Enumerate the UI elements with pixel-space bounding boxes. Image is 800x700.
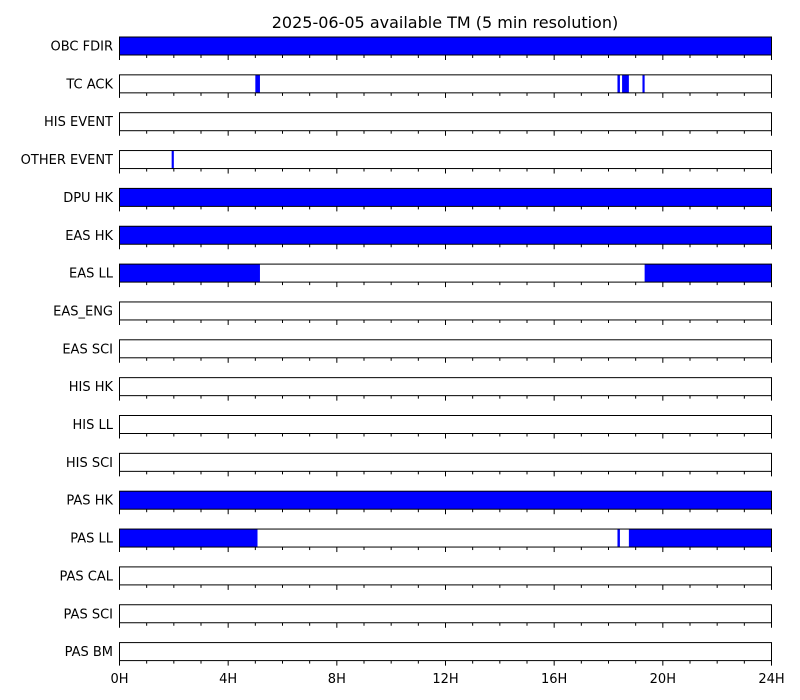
- row-frame: [119, 566, 772, 586]
- timeline-row: EAS HK: [65, 225, 772, 250]
- row-label: PAS HK: [66, 494, 113, 509]
- availability-interval: [255, 74, 260, 93]
- availability-interval: [119, 226, 772, 245]
- timeline-row: HIS LL: [73, 415, 772, 439]
- availability-interval: [644, 264, 772, 283]
- row-label: EAS LL: [69, 267, 114, 282]
- timeline-row: PAS SCI: [64, 604, 772, 628]
- x-tick-label: 4H: [219, 672, 237, 687]
- timeline-row: OBC FDIR: [51, 36, 772, 60]
- row-label: EAS SCI: [62, 342, 113, 357]
- row-frame: [119, 452, 772, 472]
- row-frame: [119, 74, 772, 94]
- row-label: HIS EVENT: [44, 115, 113, 130]
- row-frame: [119, 415, 772, 434]
- availability-interval: [617, 74, 620, 93]
- row-label: OBC FDIR: [51, 40, 114, 55]
- availability-interval: [119, 491, 772, 510]
- availability-interval: [171, 150, 174, 169]
- row-label: PAS LL: [70, 532, 114, 547]
- row-frame: [119, 642, 772, 662]
- row-frame: [119, 150, 772, 170]
- row-label: TC ACK: [65, 77, 113, 92]
- x-tick-label: 24H: [758, 672, 784, 687]
- timeline-row: DPU HK: [63, 187, 772, 212]
- row-label: HIS LL: [73, 418, 114, 433]
- row-label: EAS_ENG: [53, 304, 113, 319]
- timeline-row: HIS EVENT: [44, 112, 772, 136]
- availability-interval: [119, 188, 772, 207]
- timeline-row: EAS_ENG: [53, 301, 772, 325]
- availability-interval: [628, 529, 772, 548]
- row-frame: [119, 604, 772, 624]
- chart-title: 2025-06-05 available TM (5 min resolutio…: [272, 13, 618, 32]
- chart-rows: OBC FDIR TC ACK HIS EVENT OTHER EVENT DPU HK…: [21, 36, 772, 666]
- timeline-row: PAS BM: [65, 642, 772, 666]
- x-axis: 0H 4H 8H 12H 16H 20H 24H: [110, 672, 784, 687]
- x-tick-label: 12H: [432, 672, 458, 687]
- availability-interval: [642, 74, 645, 93]
- row-label: HIS SCI: [66, 456, 113, 471]
- timeline-row: OTHER EVENT: [21, 150, 772, 174]
- availability-interval: [119, 264, 260, 283]
- availability-interval: [617, 529, 620, 548]
- row-label: OTHER EVENT: [21, 153, 113, 168]
- timeline-row: PAS CAL: [60, 566, 772, 590]
- row-label: PAS SCI: [64, 607, 113, 622]
- x-tick-label: 8H: [328, 672, 346, 687]
- row-label: HIS HK: [69, 380, 114, 395]
- timeline-row: HIS SCI: [66, 452, 772, 477]
- row-frame: [119, 301, 772, 321]
- row-label: PAS BM: [65, 645, 113, 660]
- x-tick-label: 0H: [110, 672, 128, 687]
- row-frame: [119, 377, 772, 397]
- row-label: DPU HK: [63, 191, 113, 206]
- row-frame: [119, 112, 772, 132]
- timeline-row: PAS LL: [70, 528, 772, 553]
- x-tick-label: 20H: [650, 672, 676, 687]
- row-label: PAS CAL: [60, 569, 114, 584]
- availability-interval: [119, 37, 772, 55]
- timeline-row: EAS LL: [69, 263, 772, 288]
- row-label: EAS HK: [65, 229, 113, 244]
- timeline-row: TC ACK: [65, 74, 772, 98]
- timeline-row: PAS HK: [66, 490, 772, 515]
- row-frame: [119, 339, 772, 359]
- timeline-row: EAS SCI: [62, 339, 772, 363]
- availability-interval: [119, 529, 258, 548]
- x-tick-label: 16H: [541, 672, 567, 687]
- timeline-row: HIS HK: [69, 377, 772, 401]
- availability-interval: [622, 74, 629, 93]
